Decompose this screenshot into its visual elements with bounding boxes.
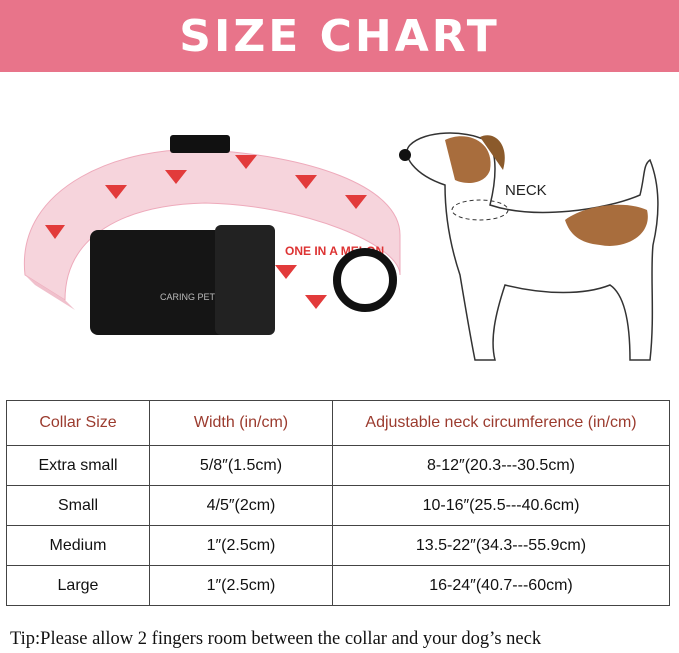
banner-title: SIZE CHART bbox=[179, 10, 500, 62]
collar-image: ONE IN A MELON CARING PET bbox=[23, 135, 401, 335]
table-row: Small 4/5″(2cm) 10-16″(25.5---40.6cm) bbox=[6, 485, 670, 526]
cell: 13.5-22″(34.3---55.9cm) bbox=[332, 525, 670, 566]
cell: Medium bbox=[6, 525, 150, 566]
cell: Small bbox=[6, 485, 150, 526]
brand-text: CARING PET bbox=[160, 292, 216, 302]
neck-label: NECK bbox=[505, 182, 547, 199]
cell: 1″(2.5cm) bbox=[149, 525, 333, 566]
cell: 4/5″(2cm) bbox=[149, 485, 333, 526]
dog-illustration bbox=[399, 132, 659, 361]
size-chart-banner: SIZE CHART bbox=[0, 0, 679, 72]
table-row: Large 1″(2.5cm) 16-24″(40.7---60cm) bbox=[6, 565, 670, 606]
table-row: Extra small 5/8″(1.5cm) 8-12″(20.3---30.5c… bbox=[6, 445, 670, 486]
cell: Large bbox=[6, 565, 150, 606]
cell: 8-12″(20.3---30.5cm) bbox=[332, 445, 670, 486]
cell: 1″(2.5cm) bbox=[149, 565, 333, 606]
header-cell: Width (in/cm) bbox=[149, 400, 333, 446]
table-header-row: Collar Size Width (in/cm) Adjustable nec… bbox=[6, 400, 670, 446]
table-row: Medium 1″(2.5cm) 13.5-22″(34.3---55.9cm) bbox=[6, 525, 670, 566]
cell: 16-24″(40.7---60cm) bbox=[332, 565, 670, 606]
cell: 5/8″(1.5cm) bbox=[149, 445, 333, 486]
header-cell: Collar Size bbox=[6, 400, 150, 446]
cell: Extra small bbox=[6, 445, 150, 486]
header-cell: Adjustable neck circumference (in/cm) bbox=[332, 400, 670, 446]
tip-text: Tip:Please allow 2 fingers room between … bbox=[10, 629, 542, 649]
size-table: Collar Size Width (in/cm) Adjustable nec… bbox=[6, 400, 670, 606]
cell: 10-16″(25.5---40.6cm) bbox=[332, 485, 670, 526]
